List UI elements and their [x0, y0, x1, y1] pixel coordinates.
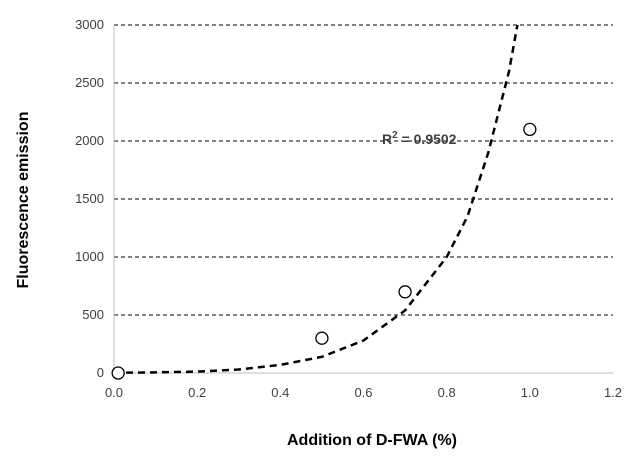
data-point-2	[398, 285, 412, 299]
r-squared-prefix: R	[382, 131, 392, 147]
y-tick-label-4: 2000	[75, 133, 104, 148]
y-tick-label-1: 500	[82, 307, 104, 322]
x-tick-label-4: 0.8	[438, 385, 456, 400]
y-tick-label-3: 1500	[75, 191, 104, 206]
y-tick-label-5: 2500	[75, 75, 104, 90]
y-tick-label-2: 1000	[75, 249, 104, 264]
r-squared-value: = 0.9502	[398, 131, 457, 147]
data-point-3	[523, 122, 537, 137]
y-tick-label-6: 3000	[75, 17, 104, 32]
y-tick-label-0: 0	[97, 365, 104, 380]
x-tick-label-5: 1.0	[521, 385, 539, 400]
x-tick-label-6: 1.2	[604, 385, 622, 400]
y-axis-title: Fluorescence emission	[15, 112, 32, 289]
x-axis-title: Addition of D-FWA (%)	[287, 432, 457, 449]
trendline	[113, 24, 519, 375]
x-tick-label-3: 0.6	[354, 385, 372, 400]
r-squared-annotation: R2 = 0.9502	[382, 130, 457, 147]
data-point-1	[315, 331, 329, 345]
r-squared-superscript: 2	[392, 130, 398, 141]
x-tick-label-1: 0.2	[188, 385, 206, 400]
data-points	[111, 122, 537, 380]
data-point-0	[111, 366, 125, 380]
x-tick-label-2: 0.4	[271, 385, 289, 400]
x-tick-labels: 0.0 0.2 0.4 0.6 0.8 1.0 1.2	[105, 385, 622, 400]
grid-lines	[114, 24, 613, 316]
axes	[113, 25, 613, 374]
y-tick-labels: 0 500 1000 1500 2000 2500 3000	[75, 17, 104, 380]
x-tick-label-0: 0.0	[105, 385, 123, 400]
